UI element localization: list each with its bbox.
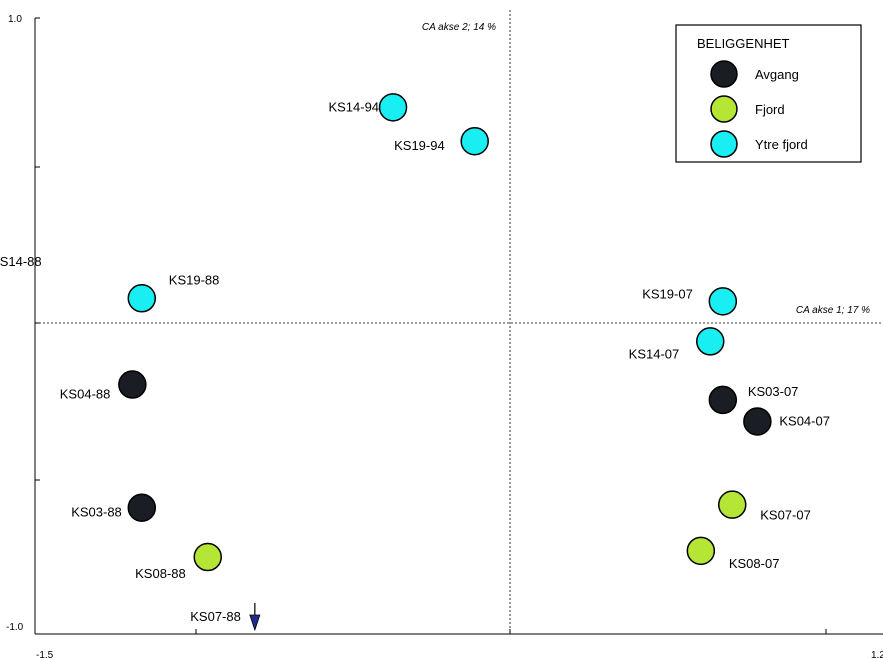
data-points: KS04-88 KS03-88 KS03-07 KS04-07 KS08-88 KS07-… (0, 93, 830, 632)
point-label-ks08-07: KS08-07 (729, 556, 780, 571)
point-ks14-94 (378, 93, 408, 122)
legend-marker-ytre-fjord (710, 130, 738, 158)
x-tick-label-left: -1.5 (36, 650, 54, 660)
point-ks07-07 (717, 490, 747, 519)
point-label-ks04-88: KS04-88 (60, 387, 111, 402)
point-label-ks08-88: KS08-88 (135, 566, 186, 581)
offscale-arrow-head-ks07-88 (249, 614, 261, 632)
point-ks08-88 (193, 542, 222, 572)
legend-title: BELIGGENHET (697, 36, 790, 51)
point-ks19-07 (708, 287, 738, 316)
axis2-label: CA akse 2; 14 % (422, 22, 496, 33)
point-label-ks14-88: KS14-88 (0, 254, 42, 269)
point-label-ks04-07: KS04-07 (779, 413, 830, 428)
point-ks08-07 (686, 536, 716, 566)
axis1-label: CA akse 1; 17 % (796, 305, 870, 316)
point-ks04-07 (743, 407, 772, 436)
legend-label-fjord: Fjord (755, 102, 785, 117)
legend-marker-fjord (710, 95, 738, 123)
point-label-ks19-88: KS19-88 (169, 272, 220, 287)
x-tick-label-right: 1.2 (871, 650, 883, 660)
point-label-ks19-07: KS19-07 (642, 286, 693, 301)
point-ks03-88 (127, 493, 157, 522)
y-tick-label-bottom: -1.0 (6, 622, 24, 633)
point-ks19-94 (460, 126, 489, 156)
y-tick-label-top: 1.0 (8, 14, 22, 25)
legend-box (675, 24, 862, 163)
point-label-ks19-94: KS19-94 (394, 138, 445, 153)
legend-marker-avgang (710, 60, 738, 88)
point-label-ks07-07: KS07-07 (760, 508, 811, 523)
point-label-ks03-07: KS03-07 (748, 384, 799, 399)
point-label-ks07-88: KS07-88 (190, 609, 241, 624)
point-ks19-88 (127, 284, 157, 313)
point-label-ks14-94: KS14-94 (328, 99, 379, 114)
point-ks04-88 (118, 370, 147, 399)
legend-label-ytre-fjord: Ytre fjord (755, 137, 808, 152)
legend-label-avgang: Avgang (755, 67, 799, 82)
legend: BELIGGENHET Avgang Fjord Ytre fjord (675, 24, 862, 163)
point-ks03-07 (708, 385, 738, 415)
point-label-ks14-07: KS14-07 (629, 346, 680, 361)
point-ks14-07 (696, 327, 725, 356)
point-label-ks03-88: KS03-88 (71, 505, 122, 520)
